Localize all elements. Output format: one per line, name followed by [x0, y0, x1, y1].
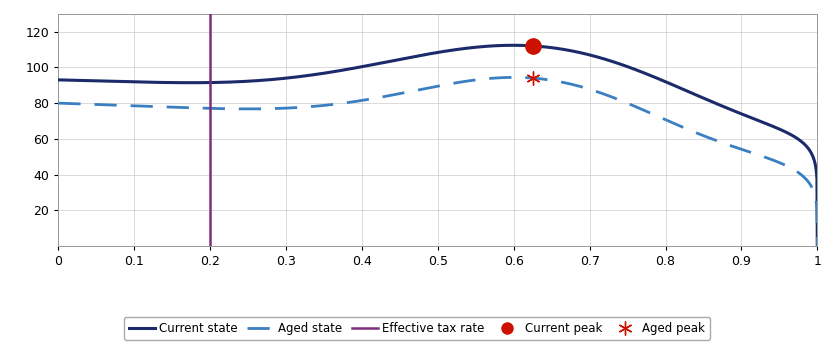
- Legend: Current state, Aged state, Effective tax rate, Current peak, Aged peak: Current state, Aged state, Effective tax…: [124, 317, 710, 340]
